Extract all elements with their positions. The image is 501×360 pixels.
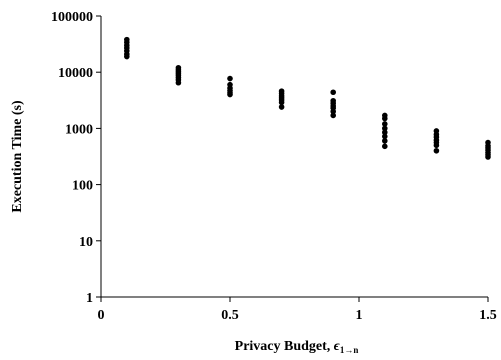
axes	[100, 16, 488, 298]
data-point	[485, 154, 491, 160]
x-ticks: 0 0.5 1 1.5	[98, 297, 497, 323]
data-point	[382, 143, 388, 150]
data-point	[175, 79, 182, 86]
x-axis-title-subscript: 1→n	[340, 345, 359, 355]
x-axis-title-symbol: ϵ	[334, 339, 341, 354]
y-tick-label: 10000	[58, 66, 93, 81]
data-point	[227, 75, 233, 82]
data-point	[330, 89, 337, 96]
x-tick-label: 1.5	[479, 308, 497, 323]
data-point	[382, 133, 388, 140]
data-point	[382, 129, 388, 136]
data-point	[433, 147, 440, 154]
data-point	[278, 104, 285, 110]
y-tick-label: 10	[79, 235, 93, 250]
x-tick-label: 0.5	[221, 308, 239, 323]
x-axis-title: Privacy Budget, ϵ1→n	[235, 339, 359, 355]
data-point	[278, 99, 285, 106]
y-tick-label: 1	[86, 291, 93, 306]
data-point	[124, 53, 130, 60]
data-point	[382, 125, 388, 132]
data-point	[382, 138, 388, 144]
y-ticks: 1 10 100 1000 10000 100000	[51, 10, 101, 306]
data-point	[330, 108, 337, 115]
data-point	[227, 91, 233, 98]
data-point	[382, 121, 388, 127]
data-point	[382, 115, 388, 122]
y-tick-label: 100	[72, 179, 93, 194]
y-tick-label: 1000	[65, 122, 93, 137]
data-point	[330, 112, 337, 119]
x-tick-label: 0	[98, 308, 105, 323]
x-axis-title-text: Privacy Budget,	[235, 339, 334, 354]
data-points	[124, 36, 491, 160]
y-tick-label: 100000	[51, 10, 93, 25]
y-axis-title: Execution Time (s)	[10, 100, 25, 213]
data-point	[433, 142, 440, 149]
x-tick-label: 1	[356, 308, 363, 323]
